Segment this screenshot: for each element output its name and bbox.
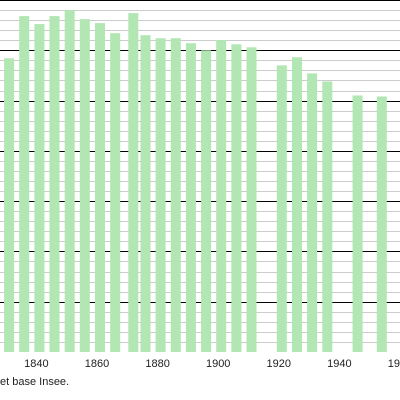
x-tick-label-1940: 1940 xyxy=(327,358,351,370)
bar-1831 xyxy=(4,58,15,353)
bar-1911 xyxy=(246,47,257,353)
x-tick-label-1960: 1960 xyxy=(388,358,400,370)
x-tick-label-1860: 1860 xyxy=(85,358,109,370)
x-tick-label-1840: 1840 xyxy=(24,358,48,370)
bar-1881 xyxy=(155,38,166,352)
bar-1906 xyxy=(231,44,242,353)
bar-1936 xyxy=(322,81,333,352)
source-note: et base Insee. xyxy=(0,376,70,388)
bar-1896 xyxy=(201,50,212,353)
bar-1856 xyxy=(79,19,90,352)
x-tick-label-1900: 1900 xyxy=(206,358,230,370)
bar-1846 xyxy=(49,16,60,352)
bar-1872 xyxy=(128,13,139,352)
x-tick-label-1880: 1880 xyxy=(145,358,169,370)
bar-1926 xyxy=(292,57,302,353)
bar-1954 xyxy=(376,96,387,352)
bar-1841 xyxy=(34,24,45,352)
bar-1866 xyxy=(110,33,121,352)
bar-1861 xyxy=(95,23,105,352)
x-tick-label-1920: 1920 xyxy=(267,358,291,370)
grid xyxy=(0,0,400,343)
bar-1931 xyxy=(307,73,318,353)
bar-1901 xyxy=(216,40,227,352)
bar-1891 xyxy=(185,43,196,352)
bar-1946 xyxy=(352,95,363,352)
bars xyxy=(4,10,387,353)
bar-1921 xyxy=(276,65,287,353)
bar-1886 xyxy=(170,38,181,352)
bar-1851 xyxy=(64,10,75,352)
bar-1836 xyxy=(19,16,30,352)
x-axis-ticks: 1840 1860 1880 1900 1920 1940 1960 xyxy=(24,358,400,370)
bar-1876 xyxy=(140,35,151,352)
